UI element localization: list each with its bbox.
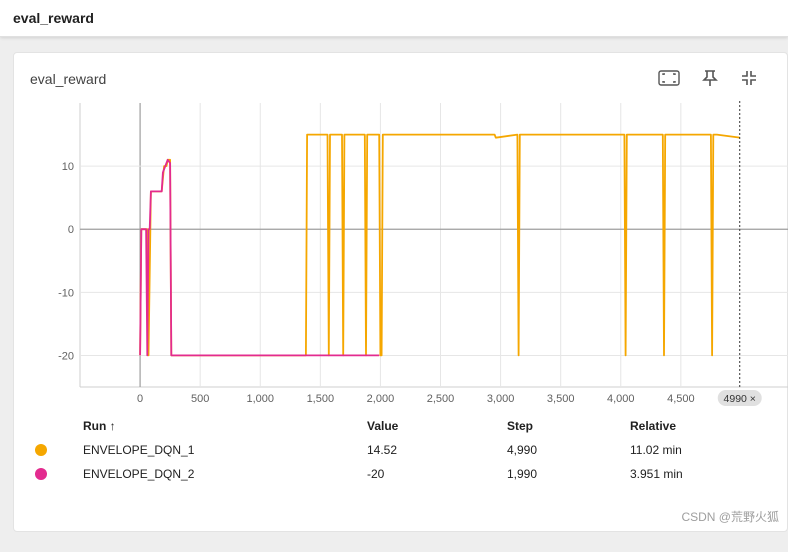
run-value: -20 (367, 467, 385, 481)
run-relative: 3.951 min (630, 467, 683, 481)
legend-row[interactable]: ENVELOPE_DQN_2 -20 1,990 3.951 min (14, 463, 788, 485)
run-name: ENVELOPE_DQN_1 (83, 443, 195, 457)
step-cursor-chip (717, 390, 762, 406)
series-line-envelope-dqn-2 (139, 158, 380, 357)
legend-row[interactable]: ENVELOPE_DQN_1 14.52 4,990 11.02 min (14, 439, 788, 461)
y-tick-label: -10 (58, 287, 74, 299)
run-color-dot (35, 468, 47, 480)
step-cursor-label: 4990 × (724, 393, 756, 405)
series-line-envelope-dqn-1 (139, 133, 740, 357)
x-tick-label: 3,500 (547, 393, 575, 405)
page-title: eval_reward (13, 10, 94, 26)
y-tick-label: 10 (62, 161, 74, 173)
x-tick-label: 3,000 (487, 393, 515, 405)
run-name: ENVELOPE_DQN_2 (83, 467, 195, 481)
run-step: 1,990 (507, 467, 538, 481)
chart-card: eval_reward 0 500 1,000 1,500 2,000 2,500 3,00… (13, 52, 788, 532)
run-relative: 11.02 min (630, 443, 682, 457)
x-tick-label: 1,000 (246, 393, 274, 405)
top-bar: eval_reward (0, 0, 788, 37)
run-column-header[interactable]: Run ↑ (83, 419, 116, 433)
fit-domain-icon[interactable] (656, 65, 682, 91)
x-tick-label: 4,000 (607, 393, 635, 405)
line-chart[interactable]: 0 500 1,000 1,500 2,000 2,500 3,000 3,500 4,000 4… (14, 101, 788, 409)
legend-header-row: Run ↑ Value Step Relative (14, 415, 788, 437)
collapse-icon[interactable] (736, 65, 762, 91)
relative-column-header: Relative (630, 419, 677, 433)
x-tick-label: 2,500 (427, 393, 455, 405)
run-value: 14.52 (367, 443, 398, 457)
chart-grid (79, 103, 788, 388)
pin-icon[interactable] (697, 65, 723, 91)
chart-series (139, 133, 740, 357)
step-cursor[interactable]: 4990 × (717, 101, 762, 406)
x-tick-label: 500 (191, 393, 209, 405)
x-tick-label: 0 (137, 393, 143, 405)
run-step: 4,990 (507, 443, 538, 457)
x-tick-label: 2,000 (367, 393, 395, 405)
value-column-header: Value (367, 419, 399, 433)
card-title: eval_reward (30, 71, 107, 87)
y-tick-label: -20 (58, 350, 74, 362)
x-tick-label: 1,500 (307, 393, 335, 405)
run-color-dot (35, 444, 47, 456)
chart-tick-labels: 0 500 1,000 1,500 2,000 2,500 3,000 3,500 4,000 4… (58, 161, 695, 405)
x-tick-label: 4,500 (667, 393, 695, 405)
step-column-header: Step (507, 419, 534, 433)
watermark: CSDN @荒野火狐 (681, 510, 779, 524)
y-tick-label: 0 (68, 224, 74, 236)
